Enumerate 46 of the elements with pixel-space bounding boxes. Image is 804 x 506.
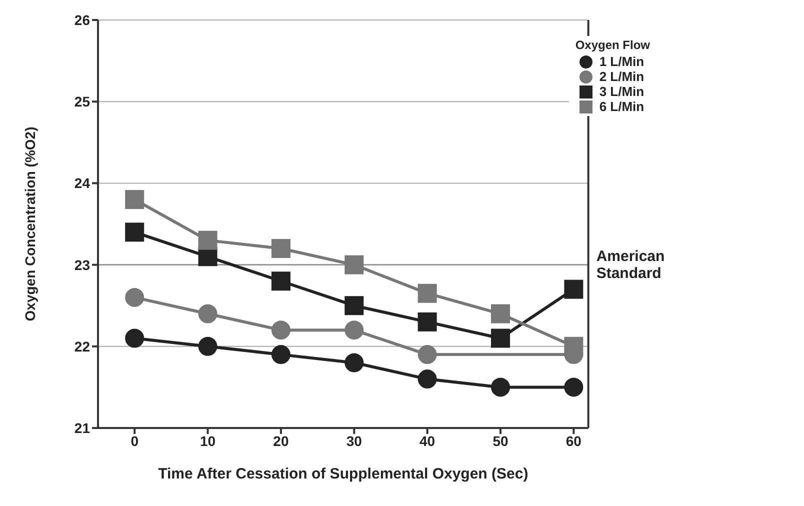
legend-label: 2 L/Min [599, 69, 644, 84]
point [271, 272, 290, 291]
point [564, 378, 584, 397]
point [418, 370, 437, 389]
point [125, 222, 144, 242]
x-tick-label: 60 [566, 432, 582, 449]
x-tick-label: 40 [420, 432, 436, 449]
x-axis-title: Time After Cessation of Supplemental Oxygen (Sec) [158, 466, 528, 483]
x-tick-label: 50 [492, 432, 508, 449]
point [271, 320, 290, 340]
point [125, 190, 144, 210]
x-tick-label: 30 [346, 432, 362, 449]
point [564, 336, 584, 356]
legend-title: Oxygen Flow [575, 38, 650, 52]
y-tick-label: 21 [74, 420, 90, 436]
y-tick-label: 22 [74, 338, 90, 354]
legend-label: 1 L/Min [599, 54, 644, 69]
point [344, 320, 364, 340]
ref-line-label: American Standard [596, 248, 665, 282]
point [490, 328, 510, 348]
point [344, 255, 364, 274]
point [418, 312, 437, 332]
y-axis-title: Oxygen Concentration (%O2) [22, 126, 38, 322]
x-tick-label: 10 [200, 432, 216, 449]
legend-label: 6 L/Min [599, 99, 644, 114]
point [418, 284, 437, 303]
point [490, 304, 510, 324]
point [125, 328, 144, 348]
point [198, 304, 218, 324]
point [271, 345, 290, 364]
y-tick-label: 24 [74, 175, 90, 192]
point [344, 353, 364, 372]
point [271, 238, 290, 258]
point [125, 288, 144, 307]
point [490, 378, 510, 397]
point [198, 230, 218, 250]
legend-label: 3 L/Min [599, 84, 644, 99]
x-tick-label: 0 [130, 432, 139, 449]
point [344, 296, 364, 316]
point [564, 280, 584, 299]
y-tick-label: 23 [74, 256, 90, 273]
x-tick-label: 20 [273, 432, 289, 449]
point [418, 345, 437, 364]
point [198, 336, 218, 356]
y-tick-label: 26 [74, 12, 90, 28]
y-tick-label: 25 [74, 94, 90, 110]
